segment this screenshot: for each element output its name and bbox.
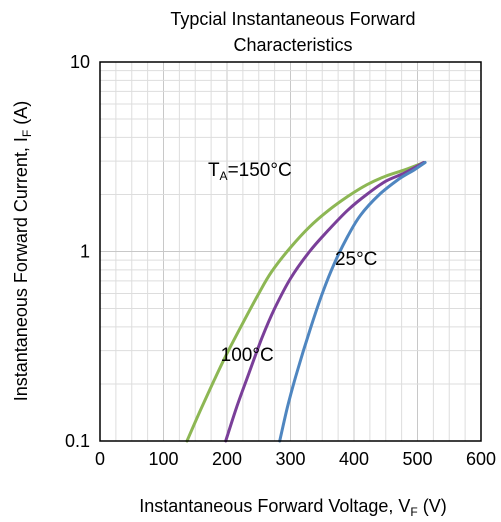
curve-annotations: TA=150°C 100°C 25°C	[208, 160, 377, 366]
x-tick-label: 100	[148, 449, 178, 469]
y-tick-label: 0.1	[65, 431, 90, 451]
series-curves	[185, 161, 427, 443]
series-line-1	[185, 161, 426, 443]
curve-annotation-3: 25°C	[335, 249, 377, 270]
x-tick-label: 600	[466, 449, 496, 469]
curve-annotation-1: TA=150°C	[208, 160, 292, 183]
x-tick-label: 400	[339, 449, 369, 469]
y-axis-label: Instantaneous Forward Current, IF (A)	[11, 101, 34, 401]
chart-title-line1: Typcial Instantaneous Forward	[170, 9, 415, 29]
x-tick-label: 0	[95, 449, 105, 469]
plot-area-frame	[99, 61, 482, 442]
series-line-3	[278, 161, 427, 443]
curve-annotation-2: 100°C	[221, 345, 274, 366]
y-tick-label: 1	[80, 242, 90, 262]
x-tick-label: 500	[402, 449, 432, 469]
grid-lines	[99, 62, 482, 441]
chart-title-line2: Characteristics	[233, 35, 352, 55]
y-tick-labels: 0.1 1 10	[65, 52, 90, 451]
y-tick-label: 10	[70, 52, 90, 72]
series-line-2	[224, 161, 426, 443]
x-axis-label: Instantaneous Forward Voltage, VF (V)	[139, 496, 447, 519]
x-tick-labels: 0 100 200 300 400 500 600	[95, 449, 496, 469]
x-tick-label: 300	[275, 449, 305, 469]
x-tick-label: 200	[212, 449, 242, 469]
